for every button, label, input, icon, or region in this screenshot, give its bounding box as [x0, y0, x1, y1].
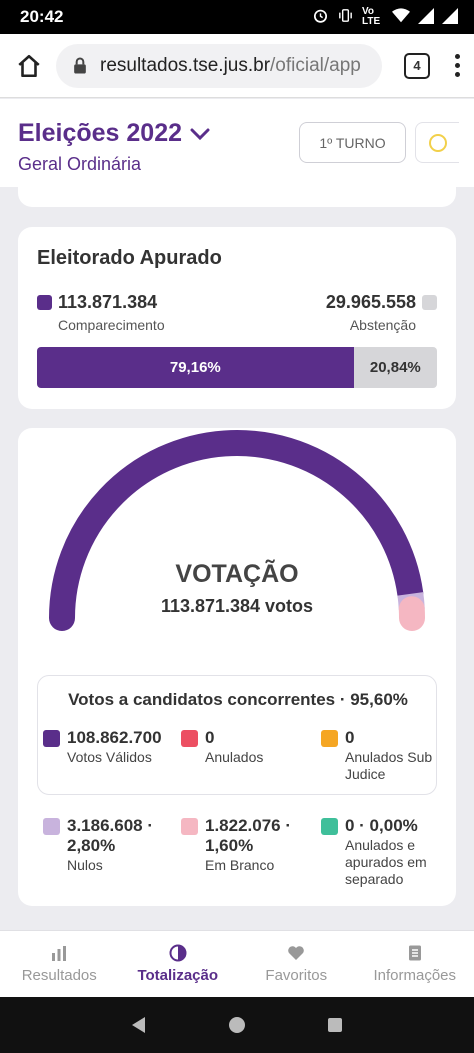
- stat-value: 0: [205, 728, 215, 747]
- election-subtitle: Geral Ordinária: [18, 154, 142, 174]
- home-circle-icon[interactable]: [227, 1015, 247, 1035]
- stat-votos-validos: 108.862.700 Votos Válidos: [43, 728, 162, 766]
- stat-label: Em Branco: [205, 857, 275, 873]
- concorrentes-box: Votos a candidatos concorrentes · 95,60%: [37, 675, 437, 795]
- page-title: Eleições 2022: [18, 119, 183, 147]
- stat-value: 1.822.076 · 1,60%: [205, 816, 292, 855]
- sun-icon: [428, 133, 447, 152]
- abstencao-bar-segment: 20,84%: [353, 347, 437, 388]
- attendance-bar: 79,16% 20,84%: [37, 347, 437, 388]
- concorrentes-title: Votos a candidatos concorrentes · 95,60%: [68, 690, 408, 709]
- home-button[interactable]: [12, 49, 46, 83]
- status-time: 20:42: [20, 7, 64, 26]
- stat-anulados-sub-judice: 0 Anulados Sub Judice: [321, 728, 436, 783]
- stat-value: 0 · 0,00%: [345, 816, 418, 835]
- eleitorado-card: Eleitorado Apurado 113.871.384 Compareci…: [18, 227, 456, 409]
- home-icon: [18, 54, 40, 77]
- votacao-title: VOTAÇÃO: [175, 560, 299, 588]
- back-icon[interactable]: [129, 1015, 149, 1035]
- anulados-sub-judice-swatch: [321, 730, 338, 747]
- votacao-card: VOTAÇÃO 113.871.384 votos Votos a candid…: [18, 428, 456, 906]
- pie-chart-icon: [169, 944, 187, 962]
- stat-value: 0: [345, 728, 355, 747]
- nav-favoritos[interactable]: Favoritos: [237, 931, 356, 997]
- nulos-swatch: [43, 818, 60, 835]
- comparecimento-swatch: [37, 295, 52, 310]
- document-icon: [408, 945, 421, 961]
- app-header: Eleições 2022 Geral Ordinária 1º TURNO: [0, 99, 474, 187]
- votacao-gauge: [49, 430, 425, 631]
- stat-em-branco: 1.822.076 · 1,60% Em Branco: [181, 816, 301, 874]
- url-path: /oficial/app: [270, 54, 361, 76]
- stat-value: 108.862.700: [67, 728, 162, 747]
- stat-value: 3.186.608 · 2,80%: [67, 816, 154, 855]
- stat-label: Anulados: [205, 749, 264, 765]
- bottom-navigation: Resultados Totalização Favoritos Informa…: [0, 930, 474, 997]
- abstencao-value: 29.965.558: [325, 292, 416, 312]
- alarm-icon: [312, 7, 329, 27]
- status-bar: 20:42 Vo LTE: [0, 0, 474, 34]
- theme-toggle-button[interactable]: [415, 122, 459, 163]
- nav-label: Informações: [373, 967, 457, 984]
- stat-label: Votos Válidos: [67, 749, 152, 765]
- recents-icon[interactable]: [325, 1015, 345, 1035]
- status-icons: Vo LTE: [312, 7, 458, 27]
- lock-icon: [74, 57, 86, 73]
- stat-apurados-separado: 0 · 0,00% Anulados e apurados em separad…: [321, 816, 441, 888]
- nav-label: Resultados: [21, 967, 97, 984]
- votacao-total-votes: 113.871.384 votos: [160, 596, 314, 616]
- em-branco-swatch: [181, 818, 198, 835]
- abstencao-label: Abstenção: [349, 317, 416, 333]
- heart-icon: [288, 946, 305, 960]
- nav-informacoes[interactable]: Informações: [356, 931, 474, 997]
- nav-totalizacao[interactable]: Totalização: [119, 931, 238, 997]
- url-field[interactable]: resultados.tse.jus.br/oficial/app: [56, 43, 382, 88]
- nav-label: Totalização: [137, 967, 219, 984]
- header-card-edge: [18, 187, 456, 207]
- network-label: Vo LTE: [362, 6, 381, 27]
- comparecimento-label: Comparecimento: [58, 317, 165, 333]
- url-text: resultados.tse.jus.br/oficial/app: [100, 55, 361, 77]
- votos-validos-swatch: [43, 730, 60, 747]
- chevron-down-icon: [190, 128, 210, 140]
- url-host: resultados.tse.jus.br: [100, 54, 271, 76]
- stat-label: Anulados e apurados em separado: [345, 837, 427, 887]
- abstencao-swatch: [422, 295, 437, 310]
- comparecimento-bar-segment: 79,16%: [37, 347, 354, 388]
- browser-toolbar: resultados.tse.jus.br/oficial/app 4: [0, 34, 474, 98]
- nav-label: Favoritos: [265, 967, 328, 984]
- anulados-swatch: [181, 730, 198, 747]
- stat-label: Anulados Sub Judice: [345, 749, 433, 782]
- election-selector[interactable]: Eleições 2022: [18, 119, 456, 148]
- turno-button[interactable]: 1º TURNO: [299, 122, 406, 163]
- vibrate-icon: [337, 7, 354, 27]
- stat-anulados: 0 Anulados: [181, 728, 301, 766]
- comparecimento-value: 113.871.384: [58, 292, 158, 312]
- eleitorado-title: Eleitorado Apurado: [37, 247, 222, 269]
- nav-resultados[interactable]: Resultados: [0, 931, 119, 997]
- stat-nulos: 3.186.608 · 2,80% Nulos: [43, 816, 163, 874]
- stat-label: Nulos: [67, 857, 103, 873]
- tab-switcher-button[interactable]: 4: [404, 52, 430, 79]
- gauge-segment-1: [49, 430, 424, 631]
- battery-icon: [442, 7, 458, 27]
- wifi-icon: [392, 8, 410, 26]
- signal-icon: [418, 7, 434, 27]
- system-navigation-bar: [0, 997, 474, 1053]
- apurados-separado-swatch: [321, 818, 338, 835]
- overflow-menu-button[interactable]: [452, 54, 462, 77]
- bar-chart-icon: [52, 946, 67, 961]
